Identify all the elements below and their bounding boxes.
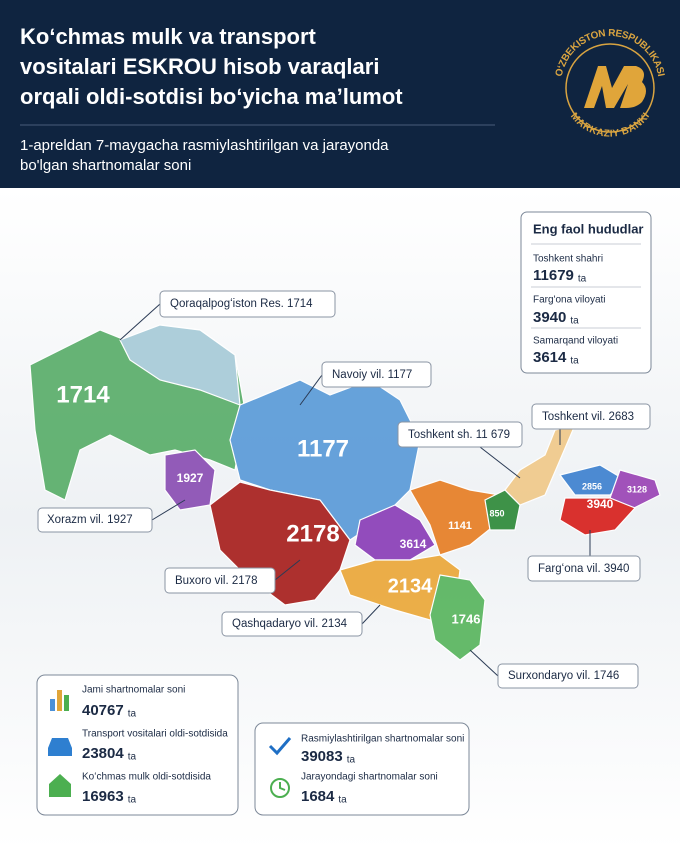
total-label: Transport vositalari oldi-sotdisida <box>82 729 228 740</box>
callout: Qashqadaryo vil. 2134 <box>232 618 348 630</box>
map-label: 1177 <box>297 435 349 462</box>
status-value: 39083 <box>301 748 343 765</box>
callout-box <box>159 290 336 318</box>
callout-box <box>321 361 432 388</box>
total-label: Koʻchmas mulk oldi-sotdisida <box>82 771 211 783</box>
callout: Qoraqalpogʻiston Res. 1714 <box>170 298 313 310</box>
total-value: 23804 <box>82 745 124 762</box>
title: vositalari ESKROU hisob varaqlari <box>20 54 379 79</box>
unit: ta <box>128 752 137 763</box>
icon-bars <box>50 690 69 711</box>
map-label: 1746 <box>452 611 481 626</box>
callout-box <box>497 663 639 689</box>
region <box>354 504 436 561</box>
region-value: 3940 <box>533 309 566 326</box>
panel <box>520 211 652 374</box>
subtitle: bo'lgan shartnomalar soni <box>20 157 191 174</box>
map-label: 850 <box>489 508 504 518</box>
region-name: Toshkent shahri <box>533 254 603 265</box>
callout-box <box>221 611 363 637</box>
callout-box <box>164 567 276 594</box>
totals: Jami shartnomalar soni 40767 ta Transpor… <box>36 674 239 816</box>
map-label: 3940 <box>587 497 614 511</box>
region <box>484 489 521 531</box>
callout: Xorazm vil. 1927 <box>47 514 133 526</box>
unit: ta <box>128 709 137 720</box>
map-label: 2134 <box>388 575 433 597</box>
callout: Buxoro vil. 2178 <box>175 575 257 587</box>
total-value: 40767 <box>82 702 124 719</box>
region <box>429 574 486 661</box>
callout: Surxondaryo vil. 1746 <box>508 670 619 682</box>
map-label: 1714 <box>56 381 110 408</box>
callout-box <box>397 421 523 448</box>
map-label: 3614 <box>400 537 427 551</box>
icon-house <box>49 774 71 797</box>
region <box>559 497 637 536</box>
region-value: 3614 <box>533 349 567 366</box>
map-label: 1927 <box>177 471 204 485</box>
unit: ta <box>338 795 347 806</box>
total-label: Jami shartnomalar soni <box>82 685 185 696</box>
unit: ta <box>578 274 587 285</box>
region-name: Farg'ona viloyati <box>533 295 606 306</box>
callout: Toshkent sh. 11 679 <box>408 429 510 441</box>
map-label: 2178 <box>286 520 339 547</box>
status-label: Jarayondagi shartnomalar soni <box>301 772 438 783</box>
icon-car <box>48 738 72 756</box>
panel-title: Eng faol hududlar <box>533 221 644 236</box>
region-value: 11679 <box>533 267 574 284</box>
callout-box <box>527 555 641 582</box>
panel <box>36 674 239 816</box>
map-label: 3128 <box>627 484 647 494</box>
callout-box <box>531 403 651 430</box>
map-label: 1141 <box>448 520 472 532</box>
unit: ta <box>570 316 579 327</box>
top-regions: Eng faol hududlar Toshkent shahri 11679 … <box>520 211 652 374</box>
region <box>609 469 661 511</box>
unit: ta <box>128 795 137 806</box>
unit: ta <box>347 755 356 766</box>
callout: Navoiy vil. 1177 <box>332 369 412 381</box>
status-label: Rasmiylashtirilgan shartnomalar soni <box>301 734 464 745</box>
status: Rasmiylashtirilgan shartnomalar soni 390… <box>254 722 470 816</box>
icon-clock <box>270 778 290 798</box>
callout-box <box>37 507 153 533</box>
total-value: 16963 <box>82 788 124 805</box>
callouts: Qoraqalpogʻiston Res. 1714 Navoiy vil. 1… <box>37 290 651 689</box>
title: orqali oldi-sotdisi boʻyicha maʼlumot <box>20 84 403 109</box>
panel <box>254 722 470 816</box>
subtitle: 1-apreldan 7-maygacha rasmiylashtirilgan… <box>20 137 389 154</box>
icon-check <box>268 737 292 756</box>
map-label: 2856 <box>582 481 602 491</box>
title: Koʻchmas mulk va transport <box>20 24 317 49</box>
region-name: Samarqand viloyati <box>533 336 618 347</box>
unit: ta <box>570 356 579 367</box>
status-value: 1684 <box>301 788 335 805</box>
callout: Fargʻona vil. 3940 <box>538 563 629 575</box>
callout: Toshkent vil. 2683 <box>542 411 634 423</box>
